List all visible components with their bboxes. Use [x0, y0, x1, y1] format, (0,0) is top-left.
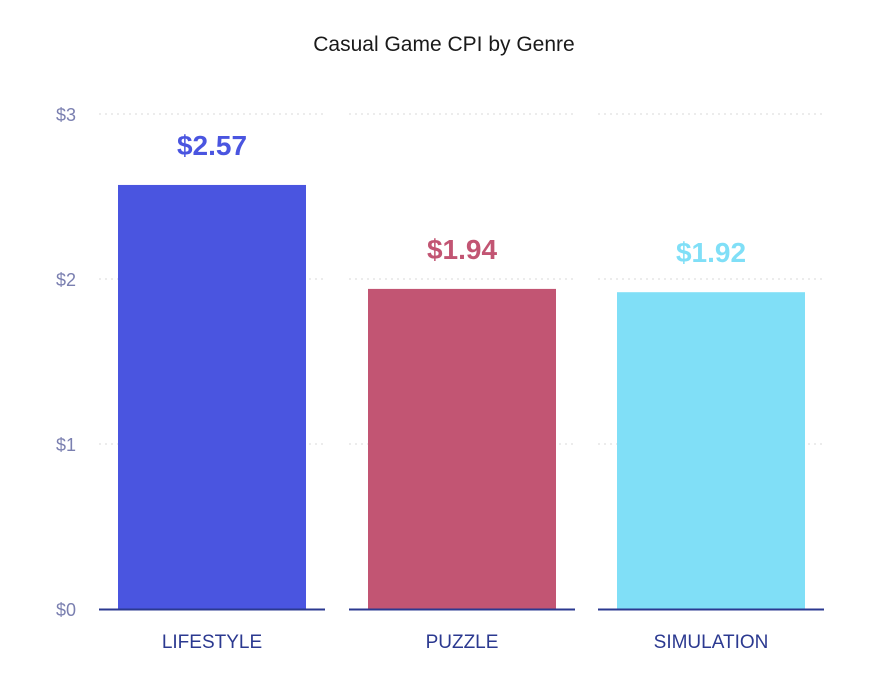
chart-title: Casual Game CPI by Genre	[313, 33, 575, 56]
data-label: $2.57	[177, 130, 247, 161]
y-tick-label: $1	[56, 435, 76, 455]
bar-lifestyle	[118, 184, 306, 609]
bar-puzzle	[368, 288, 556, 609]
y-tick-label: $2	[56, 270, 76, 290]
y-tick-label: $0	[56, 600, 76, 620]
x-tick-label: LIFESTYLE	[162, 632, 262, 653]
y-tick-label: $3	[56, 105, 76, 125]
data-label: $1.94	[427, 234, 497, 265]
data-label: $1.92	[676, 237, 746, 268]
x-tick-label: PUZZLE	[426, 632, 499, 653]
x-tick-label: SIMULATION	[654, 632, 769, 653]
bar-simulation	[617, 292, 805, 609]
